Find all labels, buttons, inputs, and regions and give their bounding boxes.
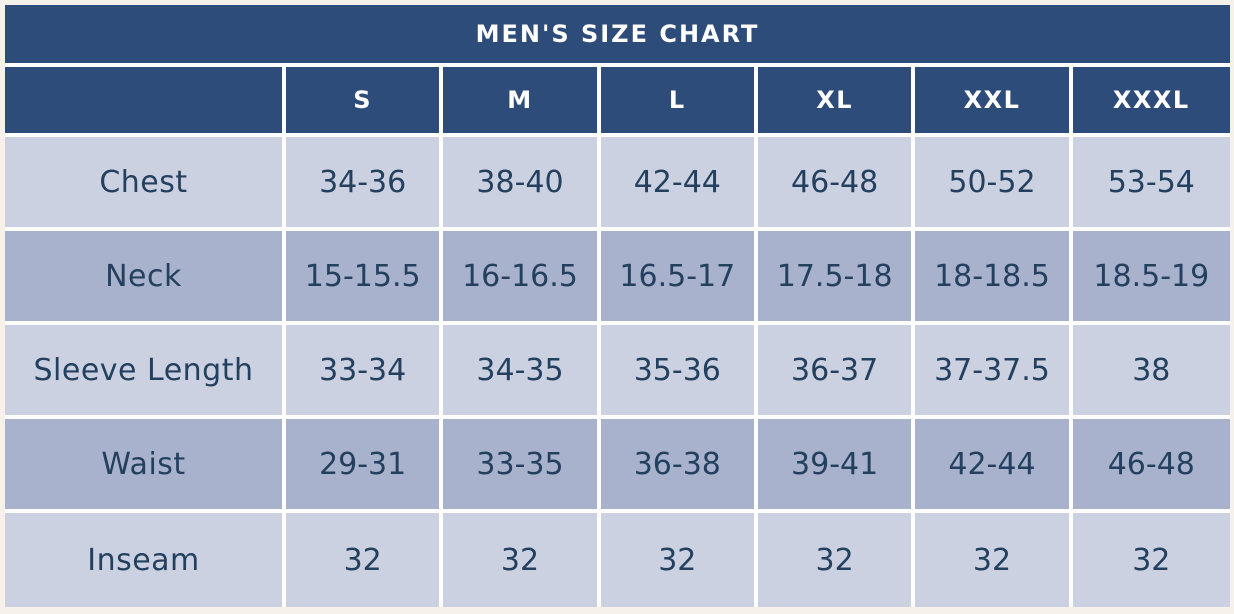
row-label-neck: Neck	[5, 231, 286, 325]
size-cell: 46-48	[757, 137, 916, 231]
size-cell: 15-15.5	[286, 231, 444, 325]
size-cell: 32	[443, 513, 601, 607]
size-cell: 16.5-17	[600, 231, 758, 325]
size-cell: 39-41	[757, 419, 916, 513]
chart-title: MEN'S SIZE CHART	[5, 5, 1230, 67]
size-cell: 18.5-19	[1072, 231, 1230, 325]
table-row-chest: Chest 34-36 38-40 42-44 46-48 50-52 53-5…	[5, 137, 1230, 231]
chart-title-row: MEN'S SIZE CHART	[5, 5, 1230, 67]
mens-size-chart-table: MEN'S SIZE CHART S M L XL XXL XXXL Chest…	[5, 5, 1230, 607]
size-cell: 36-37	[757, 325, 916, 419]
row-label-chest: Chest	[5, 137, 286, 231]
size-cell: 37-37.5	[915, 325, 1073, 419]
size-cell: 38-40	[443, 137, 601, 231]
size-cell: 33-34	[286, 325, 444, 419]
size-cell: 34-36	[286, 137, 444, 231]
table-row-sleeve-length: Sleeve Length 33-34 34-35 35-36 36-37 37…	[5, 325, 1230, 419]
size-cell: 53-54	[1072, 137, 1230, 231]
table-row-waist: Waist 29-31 33-35 36-38 39-41 42-44 46-4…	[5, 419, 1230, 513]
column-header-xxl: XXL	[915, 67, 1073, 137]
column-header-xl: XL	[757, 67, 916, 137]
size-cell: 32	[1072, 513, 1230, 607]
size-cell: 38	[1072, 325, 1230, 419]
row-label-waist: Waist	[5, 419, 286, 513]
size-cell: 16-16.5	[443, 231, 601, 325]
size-cell: 32	[286, 513, 444, 607]
size-cell: 34-35	[443, 325, 601, 419]
column-header-s: S	[286, 67, 444, 137]
size-cell: 42-44	[915, 419, 1073, 513]
size-cell: 32	[915, 513, 1073, 607]
size-cell: 35-36	[600, 325, 758, 419]
table-row-inseam: Inseam 32 32 32 32 32 32	[5, 513, 1230, 607]
size-cell: 36-38	[600, 419, 758, 513]
size-cell: 29-31	[286, 419, 444, 513]
size-cell: 50-52	[915, 137, 1073, 231]
row-label-inseam: Inseam	[5, 513, 286, 607]
column-header-m: M	[443, 67, 601, 137]
size-cell: 17.5-18	[757, 231, 916, 325]
corner-cell	[5, 67, 286, 137]
row-label-sleeve-length: Sleeve Length	[5, 325, 286, 419]
column-header-l: L	[600, 67, 758, 137]
size-cell: 18-18.5	[915, 231, 1073, 325]
size-cell: 32	[757, 513, 916, 607]
table-row-neck: Neck 15-15.5 16-16.5 16.5-17 17.5-18 18-…	[5, 231, 1230, 325]
size-cell: 33-35	[443, 419, 601, 513]
size-cell: 46-48	[1072, 419, 1230, 513]
size-cell: 32	[600, 513, 758, 607]
size-cell: 42-44	[600, 137, 758, 231]
column-header-xxxl: XXXL	[1072, 67, 1230, 137]
size-header-row: S M L XL XXL XXXL	[5, 67, 1230, 137]
